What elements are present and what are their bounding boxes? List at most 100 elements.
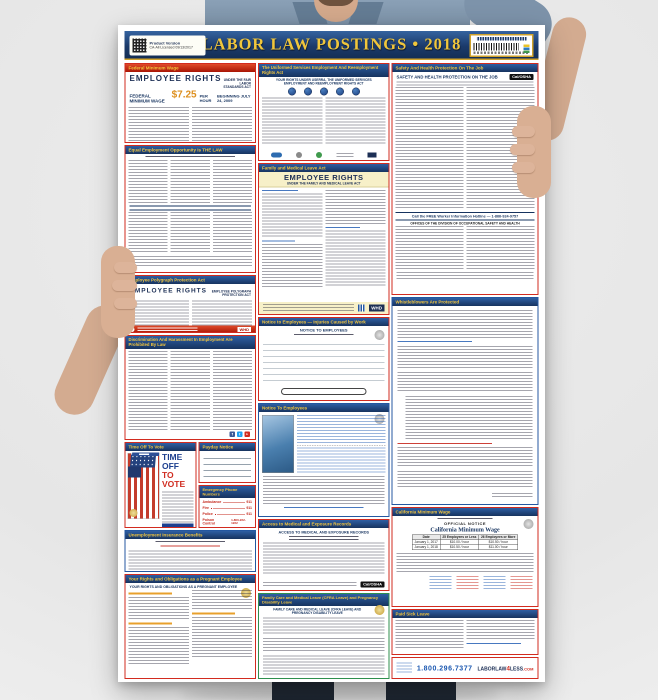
whd-logo: WHD <box>237 326 251 332</box>
body-column <box>128 590 189 667</box>
section-payday-notice: Payday Notice <box>198 442 256 483</box>
body-column <box>466 620 535 648</box>
color-chip <box>523 47 530 50</box>
footer-row: 1.800.296.7377 LABORLAW 4 LESS .COM <box>393 658 538 678</box>
section-header: Family and Medical Leave Act <box>259 164 389 173</box>
color-chip <box>523 50 530 53</box>
body-columns <box>259 97 389 146</box>
person-neck <box>314 0 358 22</box>
gray-seal-icon <box>523 519 534 529</box>
section-paid-sick-leave: Paid Sick Leave <box>391 609 539 655</box>
text-lines <box>263 638 385 654</box>
min-wage-table: Date 25 Employees or Less 26 Employees o… <box>412 534 518 551</box>
emergency-row: Fire 911 <box>200 507 256 511</box>
product-version-line2: CA-All Licensed 09/13/2017 <box>149 45 193 50</box>
text-lines <box>263 476 385 506</box>
section-header: Time Off To Vote <box>125 443 196 452</box>
text-lines <box>396 553 534 575</box>
body-columns <box>126 107 256 142</box>
emergency-number: 911 <box>246 500 252 505</box>
compliance-color-chips <box>523 44 530 53</box>
emergency-label: Police <box>202 512 213 517</box>
section-header: Equal Employment Opportunity is THE LAW <box>125 146 255 155</box>
per-hour-label: PER HOUR <box>199 94 212 104</box>
finger <box>114 298 137 309</box>
text-lines <box>160 545 220 549</box>
text-lines <box>128 550 252 570</box>
whistleblower-body <box>393 306 538 498</box>
body-column <box>325 190 386 288</box>
cal-osha-logo: Cal/OSHA <box>509 74 534 81</box>
body-columns <box>126 590 256 667</box>
text-lines <box>128 107 189 142</box>
poster-header: Product Version CA-All Licensed 09/13/20… <box>124 31 539 60</box>
middle-column: The Uniformed Services Employment And Re… <box>258 63 390 679</box>
numbered-list-lines <box>405 396 533 440</box>
brand-logo-part: LESS <box>509 666 524 672</box>
vote-headline-2: TO VOTE <box>162 470 186 489</box>
text-lines <box>170 160 210 205</box>
whd-logo: WHD <box>368 304 385 312</box>
text-lines <box>263 655 385 676</box>
table-row: January 1, 2017 $10.00 / hour $10.50 / h… <box>412 539 518 546</box>
text-lines <box>284 507 364 510</box>
support-phone-number: 1.800.296.7377 <box>416 664 473 672</box>
wage-label: FEDERAL MINIMUM WAGE <box>129 93 165 104</box>
records-logos-row: Cal/OSHA <box>259 581 389 588</box>
text-lines <box>297 415 386 444</box>
text-lines <box>262 97 323 146</box>
fmla-banner: EMPLOYEE RIGHTS UNDER THE FAMILY AND MED… <box>259 172 389 188</box>
logo-mark <box>316 152 323 158</box>
logo-mark <box>271 152 283 158</box>
min-wage-heading: California Minimum Wage <box>430 526 500 534</box>
poster-columns: Federal Minimum Wage EMPLOYEE RIGHTS UND… <box>124 63 539 679</box>
rate-column <box>429 576 452 592</box>
text-lines <box>191 590 252 611</box>
section-header: Family Care and Medical Leave (CFRA Leav… <box>259 594 389 607</box>
finger <box>112 280 137 291</box>
body-columns <box>126 212 256 255</box>
emergency-row: Ambulance 911 <box>200 501 256 505</box>
text-lines <box>263 542 385 574</box>
barcode-icon <box>473 43 519 51</box>
gold-seal-icon <box>129 509 138 518</box>
fmla-footer: WHD <box>259 302 389 314</box>
employee-rights-row: EMPLOYEE RIGHTS EMPLOYEE POLYGRAPH PROTE… <box>126 284 256 298</box>
section-eeo: Equal Employment Opportunity is THE LAW <box>124 145 256 273</box>
service-badge-icon <box>351 87 360 96</box>
safety-heading-row: SAFETY AND HEALTH PROTECTION ON THE JOB … <box>393 72 538 81</box>
ballot-slot <box>139 453 150 456</box>
section-safety-health: Safety And Health Protection On The Job … <box>391 63 539 295</box>
person-chin <box>316 0 356 6</box>
section-header: Emergency Phone Numbers <box>199 486 255 499</box>
employee-rights-heading: EMPLOYEE RIGHTS <box>129 286 207 295</box>
twitter-icon: t <box>237 431 243 437</box>
body-columns <box>126 160 256 205</box>
text-lines <box>128 256 252 267</box>
text-lines <box>128 627 189 667</box>
rate-column <box>483 576 506 592</box>
section-header: Whistleblowers Are Protected <box>392 298 538 307</box>
labor-law-poster: Product Version CA-All Licensed 09/13/20… <box>118 25 545 682</box>
text-lines <box>137 327 198 332</box>
divider-heading <box>129 205 251 211</box>
emergency-number: 1-800-222-1222 <box>231 519 246 526</box>
right-column: Safety And Health Protection On The Job … <box>391 63 539 679</box>
records-heading: ACCESS TO MEDICAL AND EXPOSURE RECORDS <box>278 530 370 535</box>
rate-column <box>510 576 533 592</box>
section-header: Your Rights and Obligations as a Pregnan… <box>125 575 255 584</box>
office-listing-lines <box>466 226 535 271</box>
section-header: Notice To Employees <box>259 404 389 413</box>
finger <box>512 162 535 173</box>
section-cfra: Family Care and Medical Leave (CFRA Leav… <box>258 593 390 679</box>
product-version-line1: Product Version <box>149 41 181 46</box>
logo-mark <box>296 152 303 158</box>
flsa-subheading: UNDER THE FAIR LABOR STANDARDS ACT <box>223 78 251 90</box>
person-left-hand <box>101 246 135 338</box>
text-lines <box>191 300 252 326</box>
gray-seal-icon <box>374 414 385 424</box>
text-lines <box>263 582 357 587</box>
publisher-address-lines <box>396 662 412 674</box>
emergency-label: Ambulance <box>202 500 222 505</box>
